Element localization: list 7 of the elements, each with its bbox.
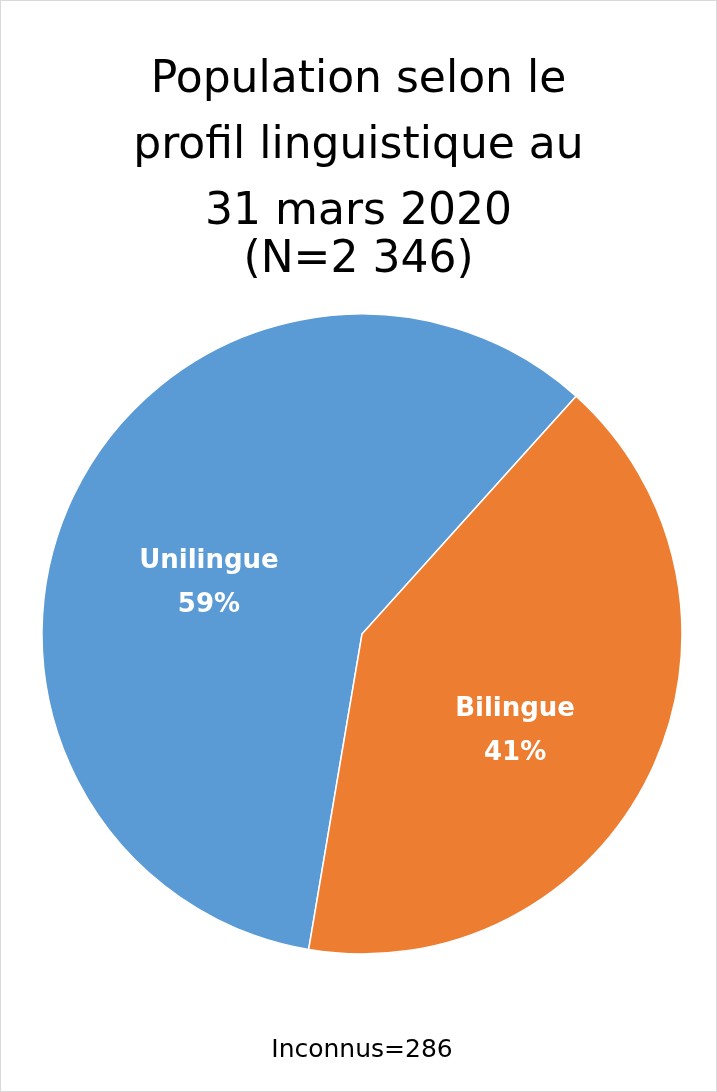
chart-subtitle: (N=2 346) <box>243 231 474 282</box>
text: Inconnus=286 <box>271 1034 453 1063</box>
slice-label: Unilingue <box>139 544 279 575</box>
data-label: 59% <box>177 588 241 619</box>
chart-title: Population selon le profil linguistique au 31 mars 2020 <box>133 51 584 234</box>
data-label: 41% <box>483 735 547 766</box>
slice-label: Bilingue <box>455 691 575 722</box>
